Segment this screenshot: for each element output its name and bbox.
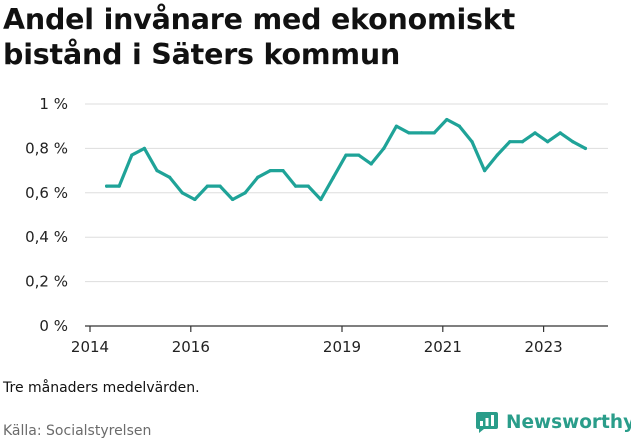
data-point (117, 184, 121, 188)
data-point (243, 191, 247, 195)
data-point (268, 169, 273, 173)
data-point (394, 124, 399, 128)
data-point (483, 169, 487, 173)
data-point (420, 131, 424, 135)
x-tick-label: 2023 (525, 338, 563, 356)
y-tick-label: 0,4 % (25, 228, 68, 246)
data-point (155, 169, 159, 173)
data-point (457, 124, 462, 128)
data-point (558, 131, 562, 135)
data-point (445, 117, 449, 122)
x-axis: 2014 2016 2019 2021 2023 (71, 326, 563, 356)
data-point (520, 140, 525, 144)
data-point (142, 146, 147, 150)
brand-name: Newsworthy (506, 411, 631, 433)
data-point (256, 175, 260, 179)
data-point (231, 197, 235, 202)
data-point (470, 140, 474, 144)
data-point (319, 197, 323, 202)
data-point (357, 153, 361, 157)
data-point (583, 146, 588, 150)
series-line (104, 117, 588, 202)
newsworthy-brand[interactable]: Newsworthy (475, 410, 631, 434)
data-point (168, 175, 172, 179)
y-tick-label: 0,8 % (25, 139, 68, 157)
data-point (218, 184, 222, 188)
data-point (432, 131, 436, 135)
y-tick-label: 1 % (39, 95, 68, 113)
data-point (571, 140, 575, 144)
x-tick-label: 2014 (71, 338, 109, 356)
data-point (281, 169, 285, 173)
data-point (344, 153, 348, 157)
source-credit: Källa: Socialstyrelsen (3, 423, 152, 439)
data-point (546, 140, 550, 144)
data-point (205, 184, 210, 188)
y-tick-label: 0,2 % (25, 273, 68, 291)
data-point (306, 184, 310, 188)
bar-chart-logo-icon (476, 412, 498, 433)
data-point (331, 175, 336, 179)
data-point (533, 131, 537, 135)
data-point (382, 146, 386, 150)
y-tick-label: 0,6 % (25, 184, 68, 202)
data-point (407, 131, 411, 135)
data-point (180, 191, 184, 195)
data-point (508, 140, 512, 144)
data-point (294, 184, 298, 188)
chart-note: Tre månaders medelvärden. (3, 380, 200, 396)
y-tick-label: 0 % (39, 317, 68, 335)
x-tick-label: 2019 (323, 338, 361, 356)
x-tick-label: 2021 (424, 338, 462, 356)
data-point (193, 197, 197, 202)
chart-title: Andel invånare med ekonomiskt bistånd i … (3, 3, 515, 71)
grid (85, 103, 608, 327)
data-point (495, 153, 499, 157)
data-point (369, 162, 373, 166)
data-point (105, 184, 109, 188)
data-point (130, 153, 134, 157)
y-axis-tick-labels: 0 % 0,2 % 0,4 % 0,6 % 0,8 % 1 % (25, 95, 68, 335)
series-layer (104, 117, 588, 202)
x-tick-label: 2016 (172, 338, 210, 356)
